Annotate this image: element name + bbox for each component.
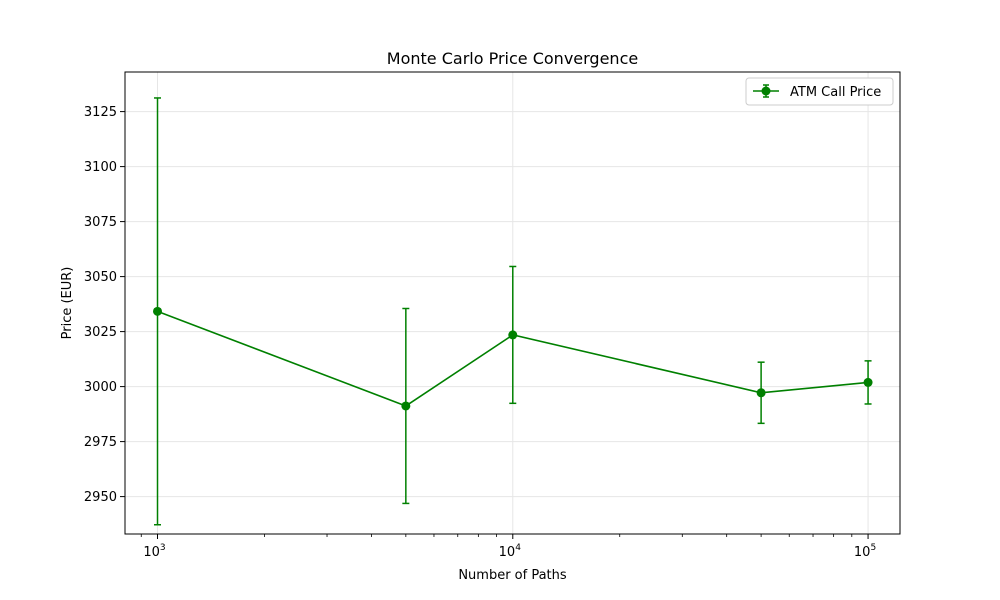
y-axis-label: Price (EUR) bbox=[60, 267, 75, 340]
x-tick-label: 103 bbox=[143, 543, 165, 560]
y-tick-label: 3050 bbox=[84, 270, 117, 285]
x-axis-label: Number of Paths bbox=[458, 568, 567, 583]
x-axis-ticks: 103 104 105 bbox=[140, 534, 876, 560]
y-tick-label: 2950 bbox=[84, 490, 117, 505]
grid bbox=[125, 72, 900, 534]
y-tick-label: 3000 bbox=[84, 380, 117, 395]
y-tick-label: 3075 bbox=[84, 215, 117, 230]
y-axis-ticks: 2950 2975 3000 3025 3050 3075 3100 3125 bbox=[84, 105, 125, 505]
x-tick-label: 105 bbox=[854, 543, 876, 560]
legend: ATM Call Price bbox=[745, 77, 894, 106]
data-point bbox=[153, 306, 163, 316]
x-tick-label: 104 bbox=[499, 543, 522, 560]
series-layer bbox=[153, 97, 873, 526]
legend-label: ATM Call Price bbox=[790, 85, 881, 100]
data-point bbox=[863, 377, 873, 387]
legend-swatch-marker bbox=[761, 86, 771, 96]
y-tick-label: 3125 bbox=[84, 105, 117, 120]
chart-title: Monte Carlo Price Convergence bbox=[387, 49, 638, 68]
data-point bbox=[756, 388, 766, 398]
data-point bbox=[401, 401, 411, 411]
y-tick-label: 3025 bbox=[84, 325, 117, 340]
y-tick-label: 2975 bbox=[84, 435, 117, 450]
data-point bbox=[508, 330, 518, 340]
legend-box bbox=[745, 77, 894, 106]
y-tick-label: 3100 bbox=[84, 160, 117, 175]
